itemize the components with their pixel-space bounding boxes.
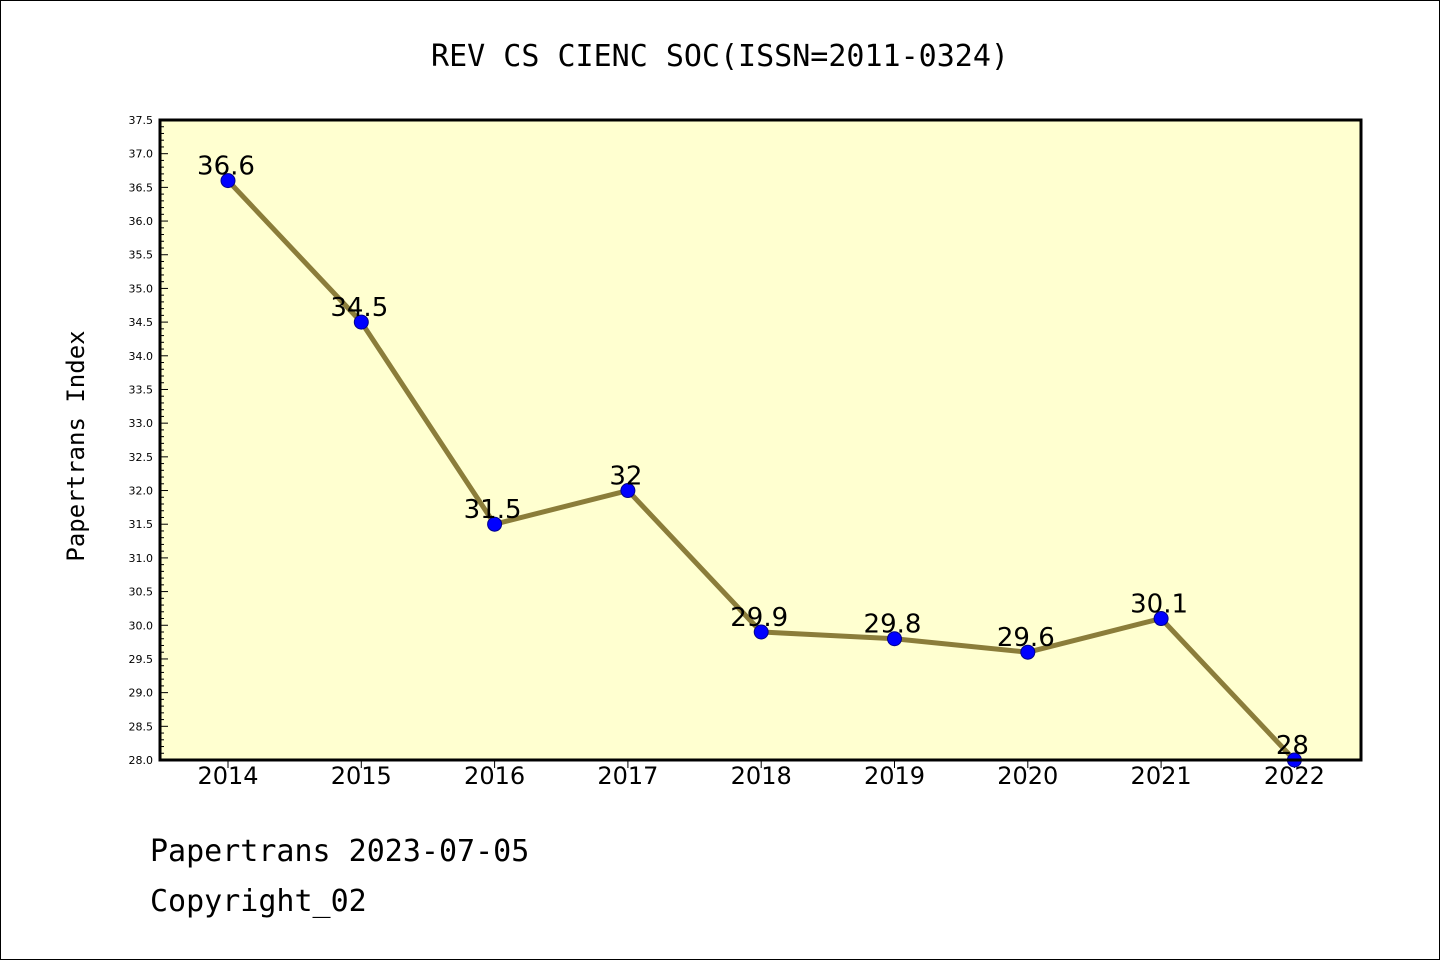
footer-date: Papertrans 2023-07-05: [150, 834, 530, 869]
y-tick-label: 36.5: [129, 181, 154, 194]
y-tick-label: 37.0: [129, 148, 154, 161]
y-axis-label: Papertrans Index: [62, 330, 90, 561]
y-tick-label: 29.5: [129, 653, 154, 666]
footer-copyright: Copyright_02: [150, 884, 367, 919]
y-tick-label: 32.0: [129, 485, 154, 498]
plot-area: [160, 120, 1361, 760]
data-point-marker: [353, 314, 369, 330]
y-tick-label: 37.5: [129, 114, 154, 127]
x-tick-label: 2014: [197, 762, 258, 790]
y-axis: 28.0 28.5 29.0 29.5 30.0 30.5 31.0 31.5 32.0 32.5…: [129, 114, 168, 767]
data-point-marker: [1020, 644, 1036, 660]
data-label: 29.8: [864, 610, 922, 640]
y-tick-label: 35.0: [129, 282, 154, 295]
data-label: 28: [1276, 731, 1309, 761]
data-point-marker: [887, 631, 902, 647]
data-point-marker: [487, 516, 503, 532]
data-label: 34.5: [330, 293, 388, 323]
plot-border: [158, 118, 1363, 762]
x-tick-label: 2015: [331, 762, 392, 790]
data-label: 32: [609, 462, 642, 492]
y-tick-label: 31.5: [129, 518, 154, 531]
data-label: 29.9: [730, 603, 788, 633]
data-label: 31.5: [464, 495, 522, 525]
y-tick-label: 28.0: [129, 754, 154, 767]
y-tick-label: 29.0: [129, 687, 154, 700]
y-tick-label: 32.5: [129, 451, 154, 464]
y-tick-label: 33.5: [129, 383, 154, 396]
data-point-marker: [1153, 611, 1169, 627]
x-axis: 2014 2015 2016 2017 2018 2019 2020 2021 2022: [197, 760, 1325, 790]
y-tick-label: 31.0: [129, 552, 154, 565]
y-tick-label: 34.0: [129, 350, 154, 363]
x-tick-label: 2017: [597, 762, 658, 790]
data-labels: 36.6 34.5 31.5 32 29.9 29.8 29.6 30.1 28: [197, 152, 1309, 761]
x-tick-label: 2018: [731, 762, 792, 790]
y-tick-label: 35.5: [129, 249, 154, 262]
y-tick-label: 33.0: [129, 417, 154, 430]
y-tick-label: 36.0: [129, 215, 154, 228]
x-tick-label: 2016: [464, 762, 525, 790]
data-label: 30.1: [1130, 590, 1188, 620]
y-tick-label: 30.5: [129, 586, 154, 599]
data-label: 36.6: [197, 152, 255, 182]
x-tick-label: 2021: [1131, 762, 1192, 790]
data-point-marker: [220, 173, 236, 189]
x-tick-label: 2019: [864, 762, 925, 790]
x-tick-label: 2020: [997, 762, 1058, 790]
data-point-marker: [753, 624, 769, 640]
y-tick-label: 28.5: [129, 720, 154, 733]
data-label: 29.6: [997, 623, 1055, 653]
y-tick-label: 34.5: [129, 316, 154, 329]
chart-title: REV CS CIENC SOC(ISSN=2011-0324): [431, 39, 1009, 74]
data-point-marker: [620, 483, 636, 499]
y-tick-label: 30.0: [129, 619, 154, 632]
